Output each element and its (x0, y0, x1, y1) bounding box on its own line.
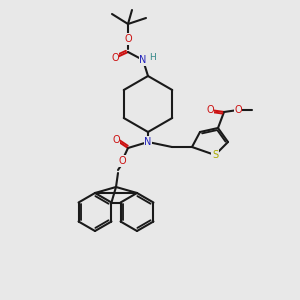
Text: O: O (234, 105, 242, 115)
Text: O: O (206, 105, 214, 115)
Text: O: O (111, 53, 119, 63)
Text: N: N (144, 137, 152, 147)
Text: N: N (139, 55, 147, 65)
Text: S: S (212, 150, 218, 160)
Text: O: O (112, 135, 120, 145)
Text: O: O (124, 34, 132, 44)
Text: O: O (118, 156, 126, 166)
Text: H: H (148, 52, 155, 62)
